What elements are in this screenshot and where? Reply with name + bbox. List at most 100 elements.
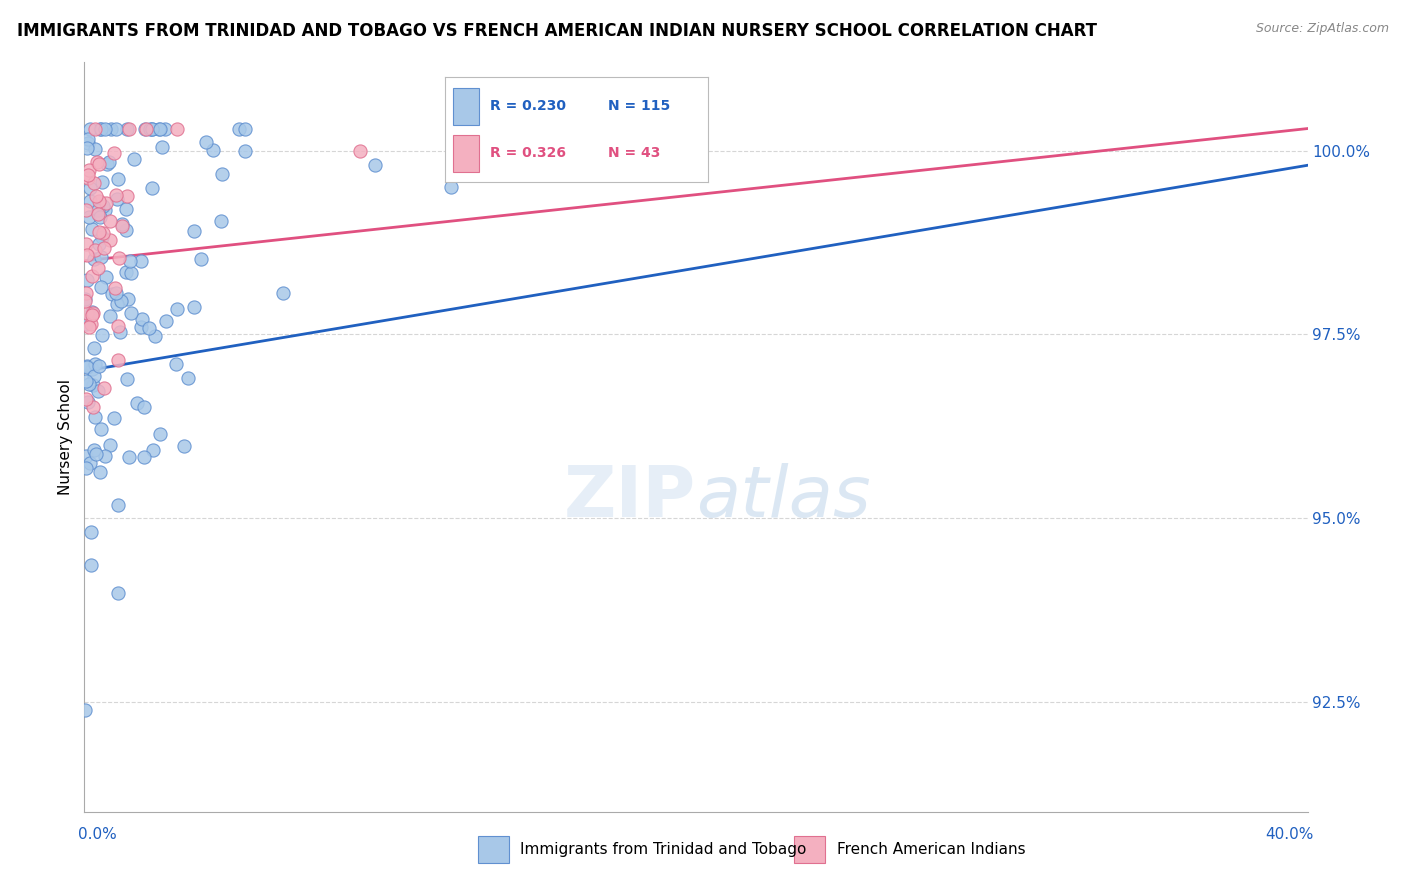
Text: Immigrants from Trinidad and Tobago: Immigrants from Trinidad and Tobago <box>520 842 807 857</box>
Point <box>82 269 104 284</box>
Point <box>84 357 107 371</box>
Point <box>190 252 212 266</box>
Point <box>94 196 117 211</box>
Point <box>93 226 115 240</box>
Point <box>110 293 132 308</box>
Point <box>115 189 138 203</box>
Point <box>98 309 121 323</box>
Point <box>87 194 110 209</box>
Point <box>638 166 661 180</box>
Point <box>143 328 166 343</box>
Point <box>155 121 177 136</box>
Point <box>105 187 128 202</box>
Point <box>91 199 114 213</box>
Text: 0.0%: 0.0% <box>79 827 117 842</box>
Point <box>75 449 97 463</box>
Point <box>115 202 138 216</box>
Point <box>82 306 104 320</box>
Point <box>94 450 117 464</box>
Point <box>127 396 149 410</box>
Point <box>211 167 233 181</box>
Point <box>531 144 554 158</box>
Point <box>77 169 100 183</box>
Point <box>83 341 105 355</box>
Point <box>76 273 98 287</box>
Point <box>84 447 107 461</box>
Text: atlas: atlas <box>696 463 870 532</box>
Point <box>104 121 127 136</box>
Point <box>79 457 101 471</box>
Point <box>75 392 97 407</box>
Point <box>82 308 104 322</box>
Point <box>93 121 115 136</box>
Point <box>79 121 101 136</box>
Point <box>84 121 107 136</box>
Point <box>104 285 127 300</box>
Point <box>90 280 112 294</box>
Point <box>83 369 105 384</box>
Point <box>104 281 127 295</box>
Point <box>75 203 97 218</box>
Point <box>91 175 114 189</box>
Point <box>98 214 121 228</box>
Point <box>84 243 107 257</box>
Point <box>83 176 105 190</box>
Point <box>76 306 98 320</box>
Point <box>76 248 98 262</box>
Point <box>233 144 256 158</box>
Point <box>75 294 97 309</box>
Point <box>96 157 118 171</box>
Point <box>209 214 232 228</box>
Point <box>76 359 98 373</box>
Point <box>440 180 463 194</box>
Point <box>141 180 163 194</box>
Point <box>77 132 100 146</box>
Point <box>86 202 108 217</box>
Point <box>141 121 163 136</box>
Point <box>75 461 97 475</box>
Text: French American Indians: French American Indians <box>837 842 1025 857</box>
Point <box>79 194 101 208</box>
Point <box>100 121 122 136</box>
Point <box>77 136 100 150</box>
Point <box>90 250 112 264</box>
Point <box>107 498 129 512</box>
Point <box>80 524 103 539</box>
Point <box>80 558 103 573</box>
Point <box>75 237 97 252</box>
Point <box>82 400 104 414</box>
Point <box>134 400 156 414</box>
Point <box>75 285 97 300</box>
Point <box>118 121 141 136</box>
Point <box>103 411 125 425</box>
Point <box>195 135 218 149</box>
Point <box>131 312 153 326</box>
Point <box>183 300 205 314</box>
Point <box>97 155 120 169</box>
Point <box>114 222 136 236</box>
Point <box>77 162 100 177</box>
Point <box>111 217 134 231</box>
Point <box>90 121 112 136</box>
Point <box>117 371 139 385</box>
Point <box>135 121 157 136</box>
Point <box>349 144 371 158</box>
Point <box>134 450 156 464</box>
Point <box>77 210 100 224</box>
Point <box>101 287 124 301</box>
Point <box>166 301 188 316</box>
Point <box>115 265 138 279</box>
Text: Source: ZipAtlas.com: Source: ZipAtlas.com <box>1256 22 1389 36</box>
Point <box>149 427 172 442</box>
Point <box>76 374 98 388</box>
Point <box>141 121 163 136</box>
Point <box>93 241 115 255</box>
Text: 40.0%: 40.0% <box>1265 827 1313 842</box>
Point <box>149 121 172 136</box>
Point <box>107 586 129 600</box>
Point <box>122 152 145 166</box>
Point <box>165 357 187 371</box>
Point <box>166 121 188 136</box>
Point <box>98 438 121 452</box>
Point <box>76 141 98 155</box>
